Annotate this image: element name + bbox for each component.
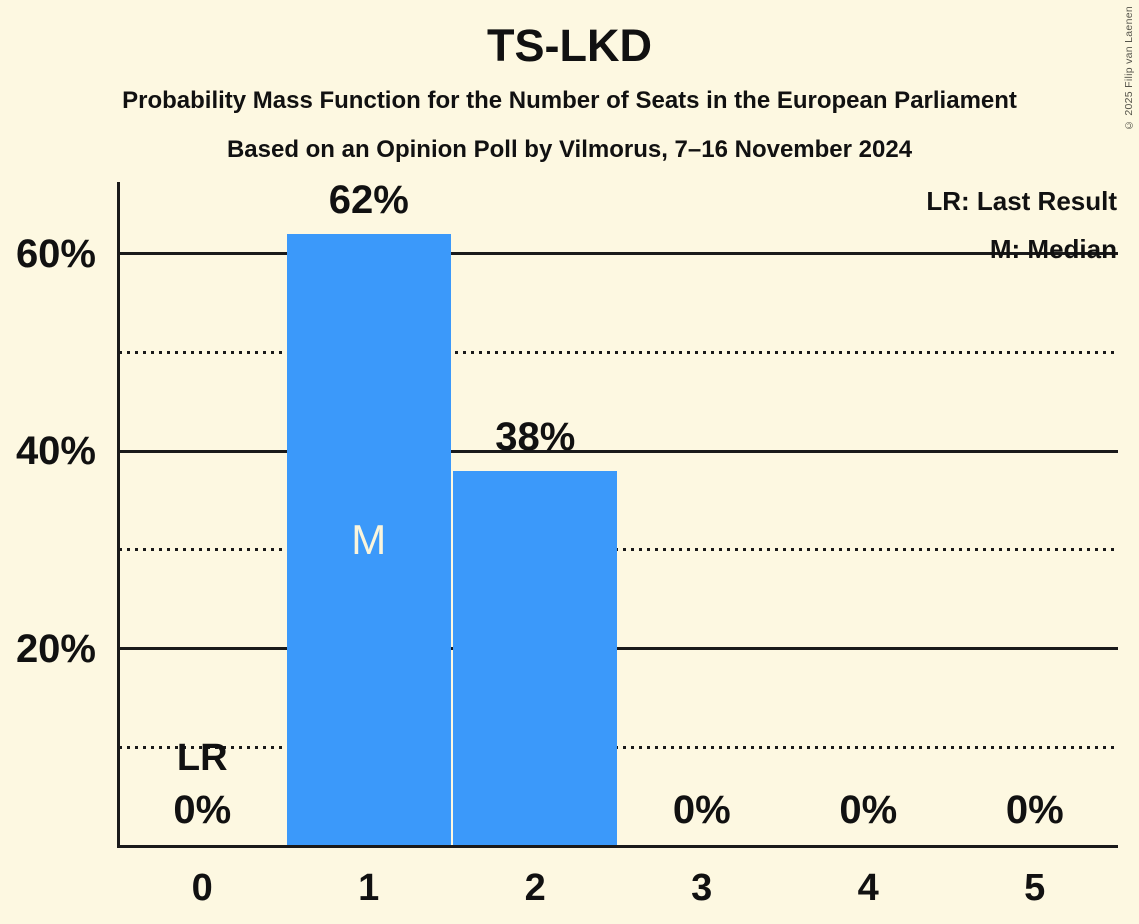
last-result-marker: LR bbox=[176, 737, 228, 779]
x-axis-line bbox=[117, 845, 1118, 848]
bar bbox=[286, 234, 451, 846]
gridline-dotted bbox=[119, 548, 1118, 552]
legend-median: M: Median bbox=[989, 234, 1117, 264]
y-axis-line bbox=[117, 182, 120, 847]
median-marker: M bbox=[351, 516, 387, 564]
x-tick-label: 2 bbox=[524, 867, 546, 909]
gridline-solid bbox=[119, 647, 1118, 651]
legend-last-result: LR: Last Result bbox=[926, 186, 1117, 216]
bar-value-label: 0% bbox=[672, 788, 731, 832]
bar-value-label: 0% bbox=[839, 788, 898, 832]
x-tick-label: 3 bbox=[691, 867, 713, 909]
bar-value-label: 0% bbox=[173, 788, 232, 832]
bar-value-label: 0% bbox=[1005, 788, 1064, 832]
x-tick-label: 1 bbox=[358, 867, 380, 909]
x-tick-label: 4 bbox=[857, 867, 879, 909]
bar-value-label: 38% bbox=[495, 415, 576, 460]
gridline-solid bbox=[119, 252, 1118, 256]
gridline-dotted bbox=[119, 745, 1118, 749]
bar bbox=[453, 471, 618, 846]
gridline-dotted bbox=[119, 351, 1118, 355]
chart-title: TS-LKD bbox=[487, 20, 652, 71]
y-tick-label: 60% bbox=[15, 231, 96, 276]
x-tick-label: 5 bbox=[1024, 867, 1046, 909]
gridline-solid bbox=[119, 449, 1118, 453]
y-tick-label: 40% bbox=[15, 429, 96, 474]
chart-subtitle: Probability Mass Function for the Number… bbox=[122, 87, 1017, 114]
bar-value-label: 62% bbox=[328, 178, 409, 223]
chart-poll-source: Based on an Opinion Poll by Vilmorus, 7–… bbox=[226, 136, 913, 163]
x-tick-label: 0 bbox=[191, 867, 213, 909]
y-tick-label: 20% bbox=[15, 626, 96, 671]
